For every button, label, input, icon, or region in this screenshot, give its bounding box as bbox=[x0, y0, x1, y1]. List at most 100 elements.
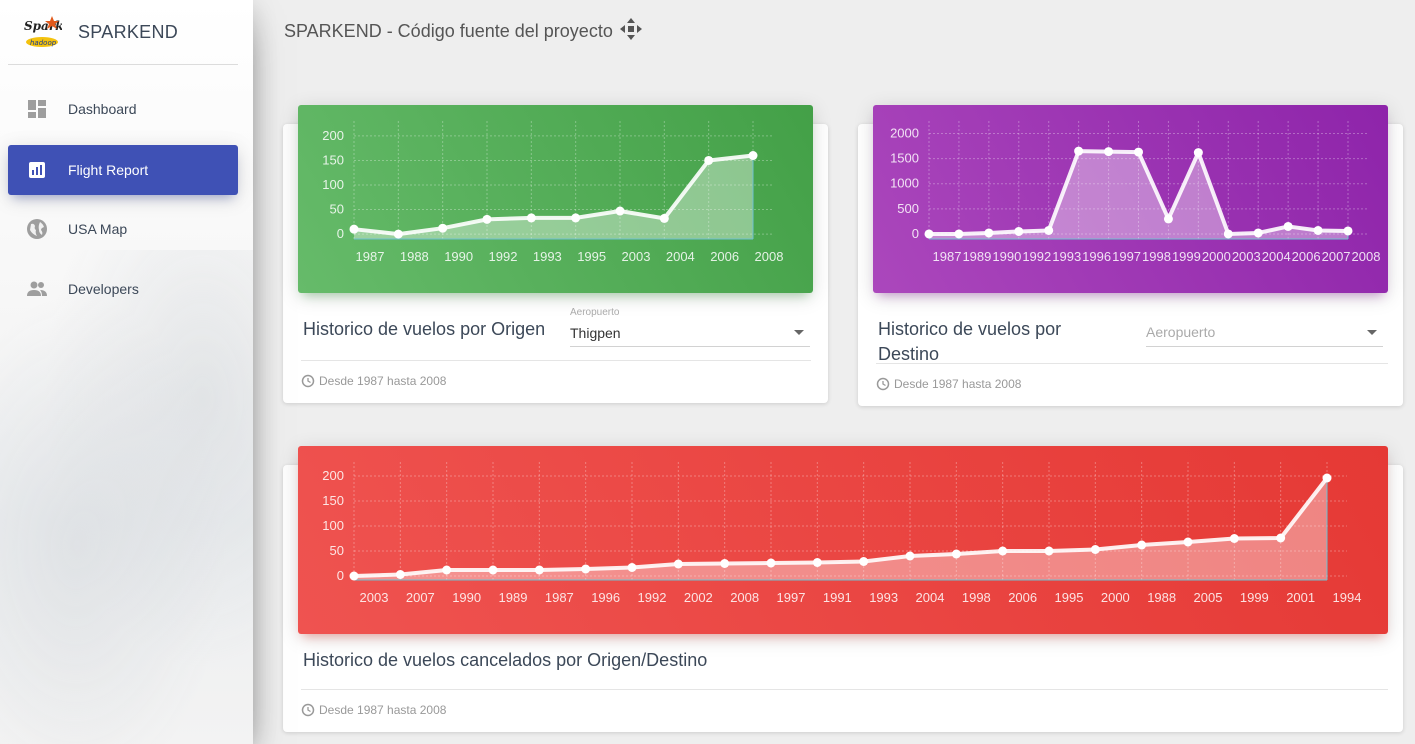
card-title: Historico de vuelos cancelados por Orige… bbox=[303, 650, 708, 670]
spark-logo: Spark hadoop bbox=[22, 12, 63, 52]
card-footer: Desde 1987 hasta 2008 bbox=[301, 689, 1388, 730]
data-point[interactable] bbox=[581, 564, 591, 574]
bar-chart-icon bbox=[26, 159, 48, 181]
data-point[interactable] bbox=[482, 214, 492, 224]
sidebar-item-label: Developers bbox=[68, 281, 139, 297]
x-tick-label: 2004 bbox=[1262, 249, 1291, 264]
x-tick-label: 1997 bbox=[1112, 249, 1141, 264]
x-tick-label: 1992 bbox=[1022, 249, 1051, 264]
airport-select[interactable]: Aeropuerto Thigpen bbox=[570, 307, 810, 347]
x-tick-label: 2006 bbox=[1008, 590, 1037, 605]
data-point[interactable] bbox=[1104, 147, 1114, 157]
data-point[interactable] bbox=[615, 206, 625, 216]
footer-text: Desde 1987 hasta 2008 bbox=[319, 703, 447, 717]
card-footer: Desde 1987 hasta 2008 bbox=[876, 363, 1388, 404]
x-tick-label: 1989 bbox=[962, 249, 991, 264]
chart-cancelled: 0 50 100 150 200 2003 2007 1990 1989 1987 1996 1992… bbox=[322, 462, 1362, 605]
airport-select[interactable]: Aeropuerto bbox=[1146, 317, 1383, 347]
data-point[interactable] bbox=[1074, 146, 1084, 156]
x-tick-label: 2004 bbox=[666, 249, 695, 264]
x-tick-label: 1992 bbox=[638, 590, 667, 605]
data-point[interactable] bbox=[954, 229, 964, 239]
x-tick-label: 1998 bbox=[1142, 249, 1171, 264]
data-point[interactable] bbox=[1014, 226, 1024, 236]
data-point[interactable] bbox=[859, 557, 869, 566]
data-point[interactable] bbox=[1090, 545, 1100, 554]
clock-icon bbox=[301, 703, 315, 717]
data-point[interactable] bbox=[1183, 537, 1193, 547]
x-tick-label: 1991 bbox=[823, 590, 852, 605]
x-tick-label: 1990 bbox=[452, 590, 481, 605]
sidebar-item-label: Dashboard bbox=[68, 101, 137, 117]
x-tick-label: 1989 bbox=[499, 590, 528, 605]
x-tick-label: 1993 bbox=[533, 249, 562, 264]
data-point[interactable] bbox=[1044, 225, 1054, 235]
data-point[interactable] bbox=[627, 563, 637, 572]
data-point[interactable] bbox=[393, 229, 403, 239]
data-point[interactable] bbox=[951, 549, 961, 559]
airport-select-value: Thigpen bbox=[570, 325, 621, 341]
data-point[interactable] bbox=[1313, 225, 1323, 235]
brand[interactable]: Spark hadoop SPARKEND bbox=[8, 0, 238, 65]
data-point[interactable] bbox=[673, 559, 683, 569]
x-tick-label: 1995 bbox=[577, 249, 606, 264]
data-point[interactable] bbox=[395, 570, 405, 579]
data-point[interactable] bbox=[1223, 229, 1233, 239]
move-arrows-icon[interactable] bbox=[619, 17, 643, 46]
chart-grid bbox=[928, 121, 1368, 239]
svg-text:hadoop: hadoop bbox=[30, 39, 57, 47]
sidebar-item-flight-report[interactable]: Flight Report bbox=[8, 145, 238, 195]
data-point[interactable] bbox=[984, 228, 994, 238]
sidebar-item-dashboard[interactable]: Dashboard bbox=[8, 84, 238, 134]
chart-grid bbox=[353, 121, 773, 239]
clock-icon bbox=[876, 377, 890, 391]
x-tick-label: 2008 bbox=[730, 590, 759, 605]
data-point[interactable] bbox=[1193, 148, 1203, 158]
data-point[interactable] bbox=[812, 558, 822, 567]
sidebar-item-usa-map[interactable]: USA Map bbox=[8, 204, 238, 254]
x-tick-label: 1990 bbox=[992, 249, 1021, 264]
data-point[interactable] bbox=[1163, 214, 1173, 224]
data-point[interactable] bbox=[1322, 473, 1332, 483]
x-tick-label: 2003 bbox=[622, 249, 651, 264]
data-point[interactable] bbox=[766, 558, 776, 568]
data-point[interactable] bbox=[349, 571, 359, 581]
x-tick-label: 1987 bbox=[356, 249, 385, 264]
data-point[interactable] bbox=[442, 565, 452, 575]
data-point[interactable] bbox=[526, 213, 536, 223]
x-tick-label: 1988 bbox=[400, 249, 429, 264]
series-area bbox=[929, 151, 1348, 239]
data-point[interactable] bbox=[659, 213, 669, 223]
sidebar-item-developers[interactable]: Developers bbox=[8, 264, 238, 314]
data-point[interactable] bbox=[488, 565, 498, 575]
data-point[interactable] bbox=[1283, 221, 1293, 231]
x-tick-label: 2008 bbox=[1352, 249, 1381, 264]
data-point[interactable] bbox=[998, 546, 1008, 556]
data-point[interactable] bbox=[1229, 534, 1239, 543]
y-tick-label: 150 bbox=[322, 152, 344, 167]
data-point[interactable] bbox=[1137, 540, 1147, 550]
data-point[interactable] bbox=[748, 151, 758, 161]
data-point[interactable] bbox=[905, 551, 915, 561]
card-footer: Desde 1987 hasta 2008 bbox=[301, 360, 811, 401]
data-point[interactable] bbox=[1134, 147, 1143, 157]
x-tick-label: 1995 bbox=[1055, 590, 1084, 605]
data-point[interactable] bbox=[1343, 226, 1353, 236]
data-point[interactable] bbox=[1044, 546, 1054, 556]
chart-destination: 0 500 1000 1500 2000 1987 1989 1990 1992 1993 1996… bbox=[890, 121, 1381, 264]
y-tick-label: 150 bbox=[322, 493, 344, 508]
x-tick-label: 1987 bbox=[933, 249, 962, 264]
data-point[interactable] bbox=[534, 565, 544, 575]
data-point[interactable] bbox=[924, 229, 934, 239]
data-point[interactable] bbox=[1276, 533, 1286, 543]
data-point[interactable] bbox=[571, 213, 581, 223]
dashboard-icon bbox=[26, 98, 48, 120]
data-point[interactable] bbox=[438, 223, 448, 233]
x-tick-label: 1994 bbox=[1333, 590, 1362, 605]
data-point[interactable] bbox=[704, 155, 714, 165]
x-tick-label: 2006 bbox=[710, 249, 739, 264]
data-point[interactable] bbox=[720, 559, 730, 568]
data-point[interactable] bbox=[349, 224, 359, 234]
x-tick-label: 1988 bbox=[1147, 590, 1176, 605]
data-point[interactable] bbox=[1253, 228, 1263, 238]
